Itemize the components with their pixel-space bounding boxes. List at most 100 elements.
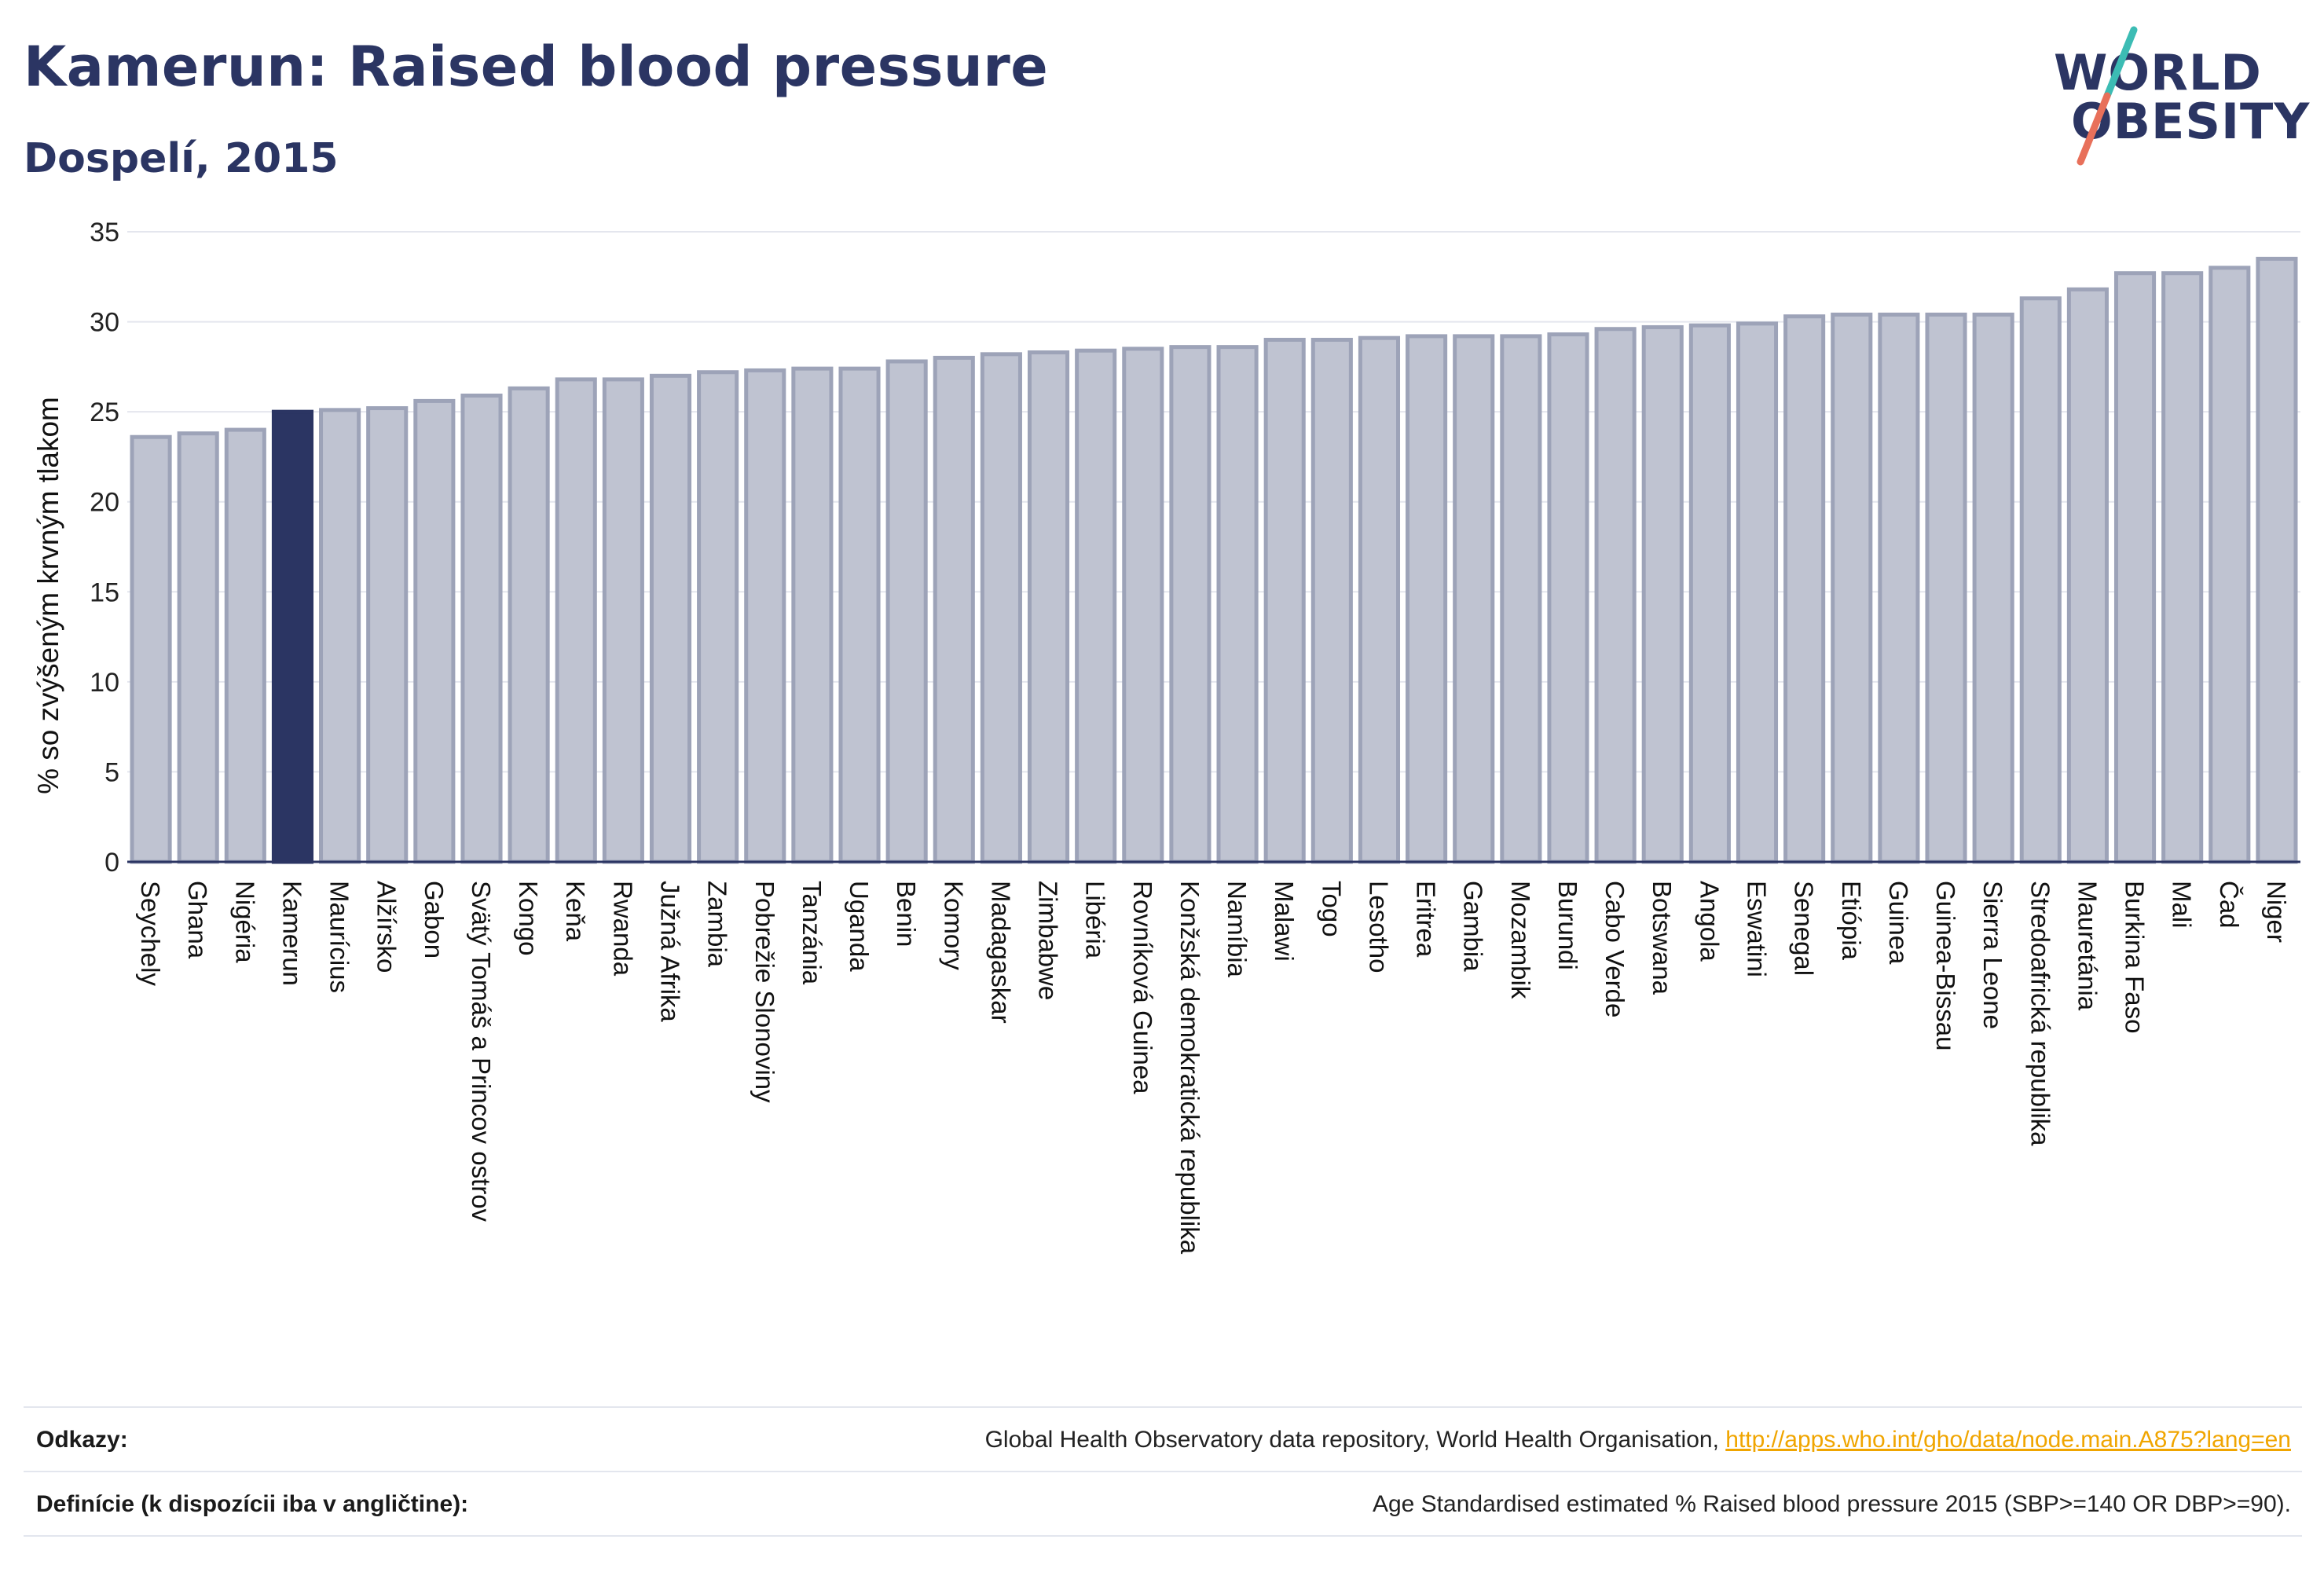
y-tick-label: 10 — [90, 668, 119, 698]
y-axis-title: % so zvýšeným krvným tlakom — [32, 397, 64, 794]
logo-text-world: WORLD — [2054, 44, 2262, 101]
x-category-label: Kamerun — [277, 881, 306, 986]
bar — [1075, 348, 1117, 864]
chart-title: Kamerun: Raised blood pressure — [24, 35, 1049, 99]
bar — [602, 377, 644, 864]
x-category-label: Gabon — [420, 881, 449, 958]
x-category-label: Keňa — [561, 881, 590, 942]
x-category-label: Guinea-Bissau — [1931, 881, 1960, 1050]
bar — [1453, 334, 1495, 864]
x-category-label: Mozambik — [1506, 881, 1535, 999]
y-tick-label: 25 — [90, 398, 119, 427]
x-category-label: Zimbabwe — [1034, 881, 1063, 1000]
bar — [1547, 332, 1589, 864]
y-tick-label: 5 — [104, 757, 119, 787]
x-category-label: Uganda — [845, 881, 874, 972]
bar — [791, 366, 834, 864]
x-category-label: Ghana — [183, 881, 212, 959]
references-text: Global Health Observatory data repositor… — [984, 1427, 1719, 1453]
y-tick-label: 20 — [90, 488, 119, 518]
bar — [649, 373, 692, 864]
x-category-label: Togo — [1317, 881, 1346, 937]
bar — [697, 370, 739, 864]
bar — [885, 359, 928, 864]
y-tick-label: 0 — [104, 848, 119, 878]
bar — [413, 398, 456, 864]
x-category-label: Kongo — [514, 881, 543, 955]
x-category-label: Libéria — [1081, 881, 1110, 959]
footer-divider — [24, 1535, 2302, 1537]
bar — [1736, 321, 1779, 864]
logo-text-obesity: OBESITY — [2071, 93, 2311, 150]
bar — [838, 366, 881, 864]
bar — [460, 394, 503, 864]
references-value: Global Health Observatory data repositor… — [985, 1427, 2291, 1453]
x-category-label: Pobrežie Slonoviny — [750, 881, 779, 1103]
bar — [177, 431, 219, 864]
bar — [1216, 345, 1259, 864]
x-category-label: Cabo Verde — [1600, 881, 1629, 1017]
x-category-label: Etiópia — [1837, 881, 1866, 961]
x-axis-category-labels: Seychely Ghana Nigéria Kamerun Maurícius Alží… — [136, 881, 2291, 1255]
x-category-label: Sierra Leone — [1978, 881, 2007, 1029]
footer-references-row: Odkazy: Global Health Observatory data r… — [24, 1406, 2302, 1471]
footer-definitions-row: Definície (k dispozícii iba v angličtine… — [24, 1471, 2302, 1535]
bar-highlight — [271, 409, 314, 864]
x-category-label: Rovníková Guinea — [1128, 881, 1157, 1094]
y-tick-label: 35 — [90, 218, 119, 247]
x-category-label: Madagaskar — [986, 881, 1015, 1024]
x-category-label: Niger — [2262, 881, 2291, 943]
x-category-label: Južná Afrika — [656, 881, 685, 1022]
x-category-label: Lesotho — [1364, 881, 1393, 973]
x-category-label: Komory — [939, 881, 968, 970]
x-category-label: Angola — [1695, 881, 1724, 962]
x-category-label: Benin — [892, 881, 921, 947]
x-category-label: Čad — [2215, 881, 2244, 929]
y-tick-label: 15 — [90, 577, 119, 607]
bar — [2113, 271, 2157, 864]
bar — [130, 434, 172, 864]
definitions-text: Age Standardised estimated % Raised bloo… — [1372, 1491, 2291, 1517]
x-category-label: Tanzánia — [797, 881, 827, 985]
bar — [2019, 296, 2062, 864]
bar — [1594, 327, 1637, 864]
bar — [1641, 324, 1684, 864]
x-category-label: Maurícius — [325, 881, 354, 993]
bar — [1169, 345, 1211, 864]
bar — [1358, 335, 1401, 864]
x-category-label: Mauretánia — [2073, 881, 2102, 1011]
bar — [980, 352, 1022, 864]
x-category-label: Stredoafrická republika — [2025, 881, 2055, 1146]
x-category-label: Konžská demokratická republika — [1175, 881, 1204, 1255]
bar — [555, 377, 597, 864]
bar — [508, 386, 550, 864]
bar — [2161, 271, 2204, 864]
x-category-label: Eswatini — [1743, 881, 1772, 977]
bar — [1831, 312, 1873, 864]
x-category-label: Burundi — [1553, 881, 1582, 970]
x-category-label: Botswana — [1648, 881, 1677, 995]
bar — [2209, 266, 2251, 864]
y-tick-label: 30 — [90, 308, 119, 338]
bar — [1122, 346, 1164, 864]
y-axis-ticks: 0 5 10 15 20 25 30 35 — [90, 218, 119, 878]
bar — [2066, 287, 2109, 864]
bar — [1925, 312, 1967, 864]
x-category-label: Eritrea — [1412, 881, 1441, 958]
x-category-label: Zambia — [703, 881, 732, 968]
bar — [1310, 337, 1353, 864]
bar-chart: 0 5 10 15 20 25 30 35 Seychely Ghana Nigéria Kamer… — [32, 218, 2300, 1255]
x-category-label: Seychely — [136, 881, 165, 986]
bar — [1783, 314, 1826, 864]
x-category-label: Malawi — [1270, 881, 1299, 962]
bar — [1878, 312, 1920, 864]
references-link[interactable]: http://apps.who.int/gho/data/node.main.A… — [1725, 1427, 2291, 1453]
bar — [2256, 256, 2298, 864]
x-category-label: Alžírsko — [372, 881, 401, 973]
x-category-label: Nigéria — [230, 881, 259, 963]
x-category-label: Mali — [2168, 881, 2197, 929]
x-category-label: Svätý Tomáš a Princov ostrov — [467, 881, 496, 1222]
chart-subtitle: Dospelí, 2015 — [24, 135, 339, 182]
definitions-label: Definície (k dispozícii iba v angličtine… — [36, 1491, 469, 1517]
x-category-label: Gambia — [1459, 881, 1488, 972]
